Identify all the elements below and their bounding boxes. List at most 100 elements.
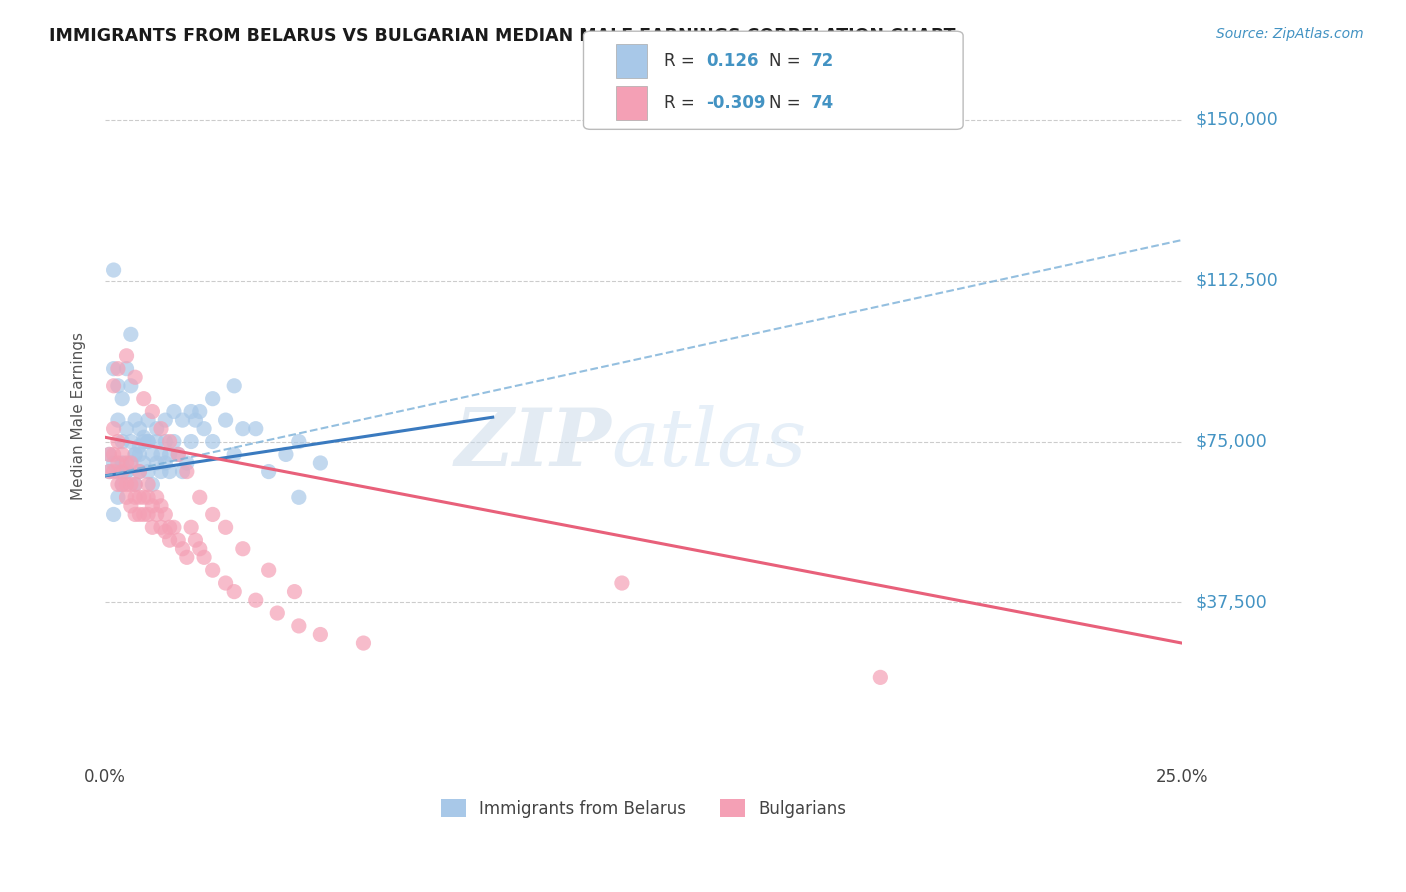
Text: N =: N = [769,52,806,70]
Point [214,576,236,591]
Point [288,434,311,449]
Text: ZIP: ZIP [454,405,612,483]
Point [132,434,155,449]
Point [132,491,155,505]
Point [111,456,134,470]
Point [103,447,125,461]
Point [150,465,173,479]
Point [124,477,146,491]
Text: $112,500: $112,500 [1195,272,1278,290]
Point [115,361,138,376]
Point [103,508,125,522]
Point [610,576,633,591]
Point [193,550,215,565]
Point [98,447,121,461]
Point [107,379,129,393]
Point [159,520,181,534]
Point [141,499,163,513]
Point [869,670,891,684]
Point [120,456,142,470]
Point [257,465,280,479]
Point [159,447,181,461]
Point [193,422,215,436]
Point [145,434,167,449]
Text: $75,000: $75,000 [1195,433,1268,450]
Legend: Immigrants from Belarus, Bulgarians: Immigrants from Belarus, Bulgarians [434,793,852,824]
Point [141,447,163,461]
Point [107,477,129,491]
Text: 72: 72 [811,52,835,70]
Point [132,508,155,522]
Point [283,584,305,599]
Point [103,361,125,376]
Point [155,434,177,449]
Point [288,491,311,505]
Point [98,447,121,461]
Point [120,327,142,342]
Point [124,370,146,384]
Point [145,422,167,436]
Point [111,477,134,491]
Text: 74: 74 [811,94,835,112]
Point [150,422,173,436]
Point [128,491,150,505]
Point [245,593,267,607]
Point [128,447,150,461]
Point [107,413,129,427]
Point [214,520,236,534]
Point [115,349,138,363]
Point [188,491,211,505]
Point [98,465,121,479]
Point [188,541,211,556]
Point [103,456,125,470]
Point [115,422,138,436]
Point [184,413,207,427]
Point [141,404,163,418]
Text: R =: R = [664,94,700,112]
Point [136,413,159,427]
Point [159,434,181,449]
Point [136,491,159,505]
Point [111,447,134,461]
Point [107,491,129,505]
Point [128,422,150,436]
Point [257,563,280,577]
Text: R =: R = [664,52,700,70]
Point [224,447,246,461]
Point [124,508,146,522]
Point [180,520,202,534]
Point [111,465,134,479]
Point [172,465,194,479]
Point [128,508,150,522]
Point [155,524,177,539]
Point [132,392,155,406]
Point [128,439,150,453]
Point [201,563,224,577]
Point [201,434,224,449]
Point [115,477,138,491]
Point [224,584,246,599]
Point [111,434,134,449]
Point [103,422,125,436]
Point [188,404,211,418]
Point [159,533,181,548]
Point [352,636,374,650]
Point [232,422,254,436]
Point [201,392,224,406]
Point [266,606,288,620]
Point [145,456,167,470]
Point [136,434,159,449]
Point [115,491,138,505]
Point [167,447,190,461]
Point [155,413,177,427]
Point [103,263,125,277]
Point [224,379,246,393]
Point [136,477,159,491]
Point [141,520,163,534]
Point [124,447,146,461]
Point [128,465,150,479]
Point [111,392,134,406]
Point [309,456,332,470]
Point [172,541,194,556]
Point [288,619,311,633]
